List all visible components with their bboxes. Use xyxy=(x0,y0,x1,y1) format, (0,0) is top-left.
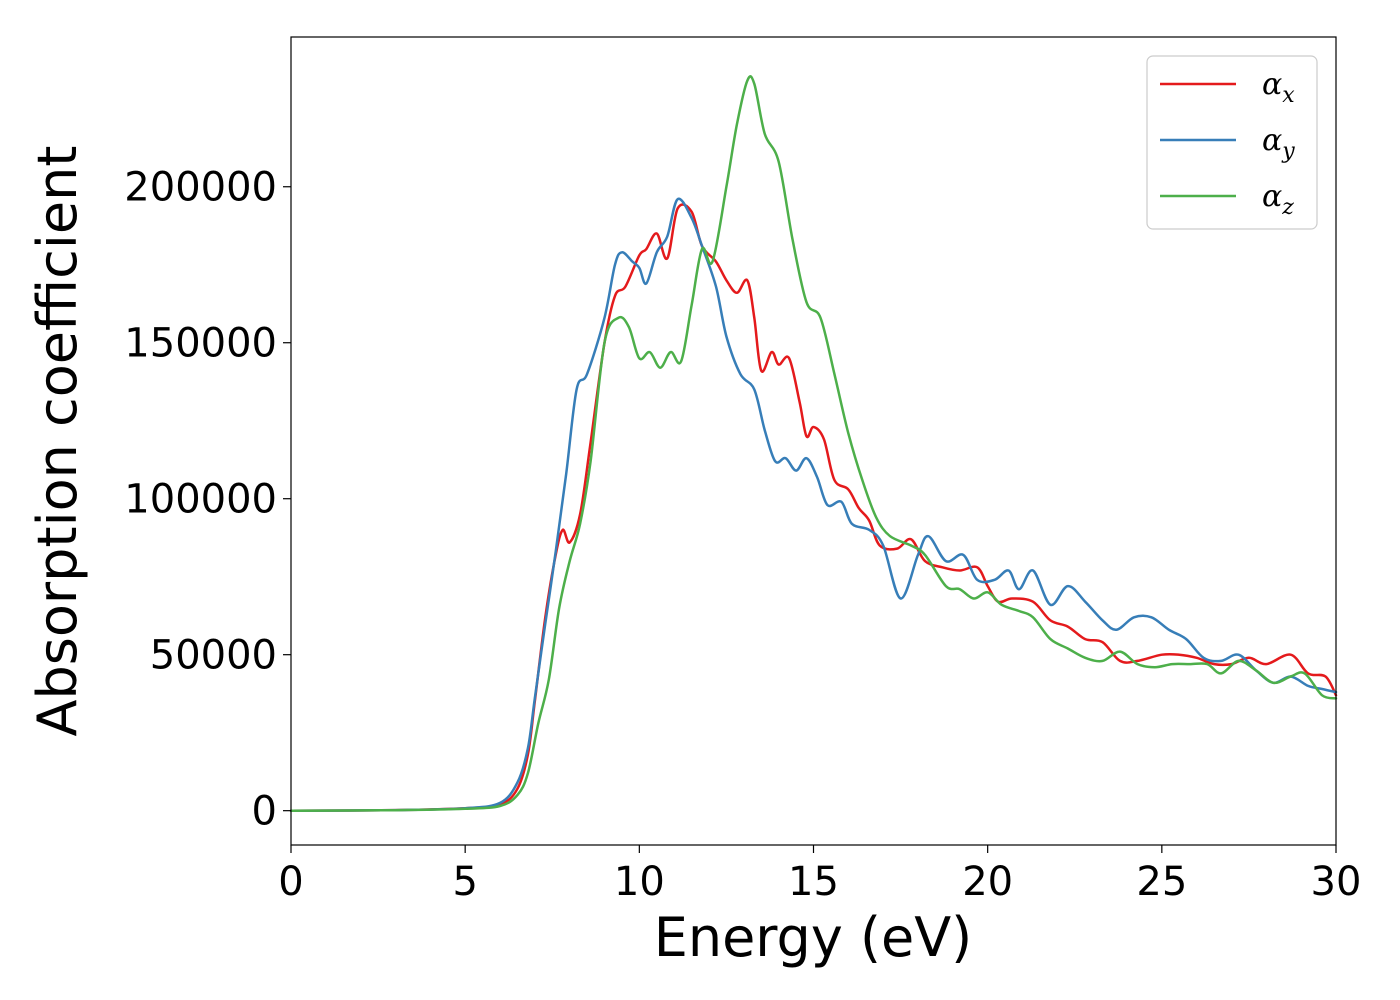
y-axis-title: Absorption coefficient xyxy=(26,146,89,737)
plot-series-group xyxy=(289,75,1338,812)
y-tick-label: 200000 xyxy=(124,165,277,211)
x-tick-label: 5 xyxy=(452,859,477,905)
y-axis-ticks: 0 50000 100000 150000 200000 xyxy=(124,165,291,835)
series-line-y xyxy=(289,197,1338,812)
legend-box xyxy=(1146,55,1318,230)
x-tick-label: 20 xyxy=(962,859,1013,905)
legend-label-subscript: z xyxy=(1281,195,1294,220)
series-line-z xyxy=(289,75,1338,812)
legend-label-z: αz xyxy=(1262,179,1294,220)
x-tick-label: 25 xyxy=(1136,859,1187,905)
legend-label-y: αy xyxy=(1262,123,1295,164)
legend-label-main: α xyxy=(1262,67,1282,102)
x-tick-label: 0 xyxy=(278,859,303,905)
series-line-x xyxy=(289,203,1338,812)
x-axis-ticks: 0 5 10 15 20 25 30 xyxy=(278,845,1361,905)
legend-label-main: α xyxy=(1262,123,1282,158)
legend-label-subscript: y xyxy=(1281,139,1295,164)
x-tick-label: 10 xyxy=(614,859,665,905)
x-tick-label: 15 xyxy=(788,859,839,905)
y-tick-label: 0 xyxy=(252,789,277,835)
legend-label-main: α xyxy=(1262,179,1282,214)
y-tick-label: 100000 xyxy=(124,477,277,523)
x-tick-label: 30 xyxy=(1311,859,1362,905)
legend-label-x: αx xyxy=(1262,67,1295,108)
legend-label-subscript: x xyxy=(1282,83,1295,108)
y-tick-label: 150000 xyxy=(124,321,277,367)
y-tick-label: 50000 xyxy=(150,633,277,679)
x-axis-title: Energy (eV) xyxy=(654,906,973,969)
